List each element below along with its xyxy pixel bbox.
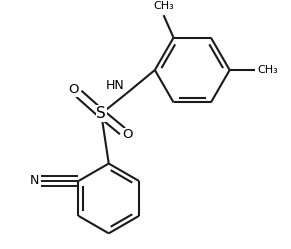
Text: N: N bbox=[30, 175, 40, 187]
Text: CH₃: CH₃ bbox=[257, 65, 278, 75]
Text: O: O bbox=[69, 83, 79, 96]
Text: S: S bbox=[96, 106, 106, 121]
Text: O: O bbox=[122, 128, 133, 141]
Text: HN: HN bbox=[106, 79, 125, 92]
Text: CH₃: CH₃ bbox=[153, 1, 174, 11]
